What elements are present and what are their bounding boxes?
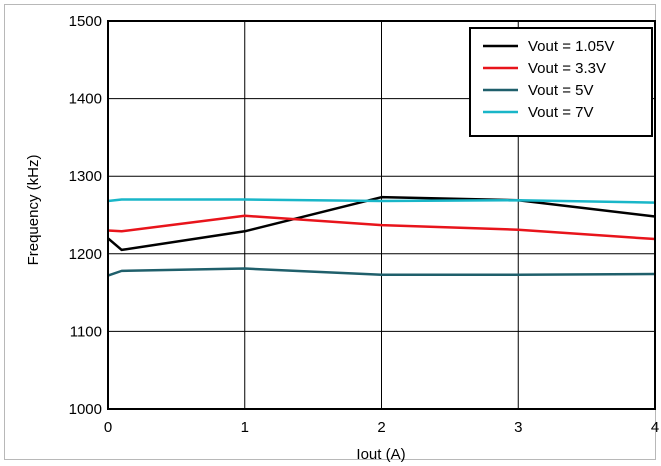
series-layer	[107, 195, 656, 277]
x-axis-label: Iout (A)	[356, 446, 405, 463]
legend: Vout = 1.05V Vout = 3.3V Vout = 5V Vout = 7…	[469, 27, 653, 137]
y-tick-label: 1200	[69, 246, 102, 263]
series-line	[107, 267, 656, 277]
x-tick-label: 0	[104, 419, 112, 436]
x-tick-label: 1	[241, 419, 249, 436]
y-axis-label: Frequency (kHz)	[25, 155, 42, 266]
series-line	[107, 198, 656, 204]
y-tick-label: 1500	[69, 13, 102, 30]
y-tick-label: 1300	[69, 168, 102, 185]
legend-entry: Vout = 3.3V	[528, 60, 606, 77]
x-tick-label: 2	[377, 419, 385, 436]
legend-entry: Vout = 5V	[528, 82, 593, 99]
plot-area-border	[107, 20, 656, 410]
x-tick-label: 4	[651, 419, 659, 436]
series-line	[107, 214, 656, 241]
tick-labels: 0 1 2 3 4 1000 1100 1200 1300 1400 1500	[69, 13, 660, 436]
legend-entry: Vout = 7V	[528, 104, 593, 121]
y-tick-label: 1400	[69, 91, 102, 108]
x-tick-label: 3	[514, 419, 522, 436]
series-line	[107, 195, 656, 252]
legend-entry: Vout = 1.05V	[528, 38, 614, 55]
y-tick-label: 1100	[70, 323, 102, 340]
y-tick-label: 1000	[69, 401, 102, 418]
